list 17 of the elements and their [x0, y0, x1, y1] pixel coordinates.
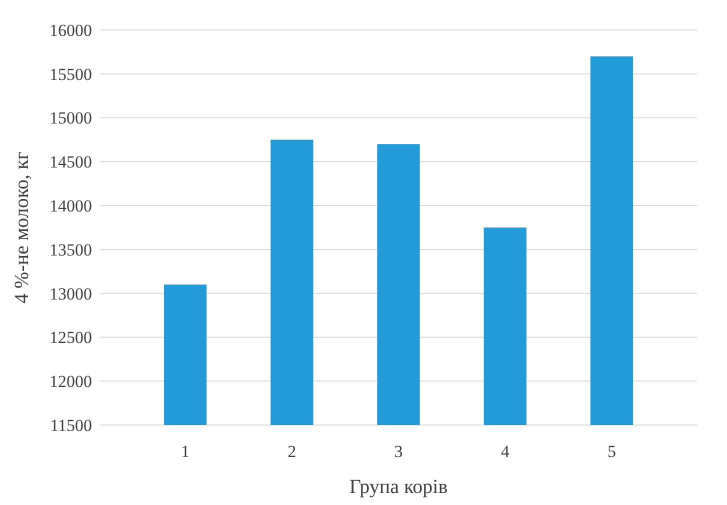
x-tick-label: 3	[394, 442, 403, 461]
y-axis-title: 4 %-не молоко, кг	[11, 152, 33, 304]
y-tick-label: 13000	[50, 284, 92, 304]
x-tick-label: 1	[181, 442, 190, 461]
x-tick-label: 2	[288, 442, 296, 461]
y-tick-label: 14000	[50, 196, 92, 216]
x-axis-title: Група корів	[349, 476, 448, 498]
x-tick-label: 4	[500, 442, 510, 461]
y-tick-label: 11500	[50, 416, 92, 435]
y-tick-label: 15500	[50, 64, 92, 84]
y-tick-label: 15000	[50, 108, 92, 128]
x-tick-label: 5	[607, 442, 616, 461]
y-tick-label: 13500	[50, 240, 92, 260]
y-tick-label: 12000	[50, 372, 92, 392]
y-tick-label: 14500	[50, 152, 92, 172]
y-tick-label: 12500	[50, 328, 92, 348]
y-tick-label: 16000	[50, 20, 92, 40]
